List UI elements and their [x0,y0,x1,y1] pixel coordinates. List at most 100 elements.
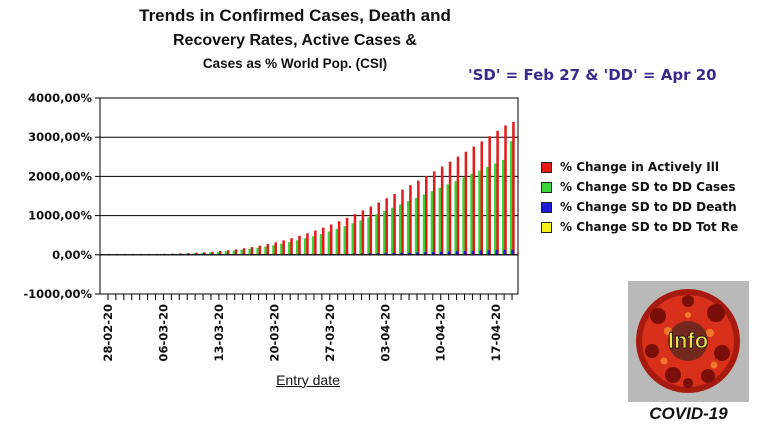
bar-change-sd-to-dd-death [424,252,427,255]
bar-change-sd-to-dd-death [360,253,364,255]
bar-change-in-actively-ill [203,252,206,255]
bar-change-sd-to-dd-cases [501,159,505,255]
legend-item-tot-re: % Change SD to DD Tot Re [541,217,738,237]
bar-change-sd-to-dd-cases [303,238,307,255]
bar-change-sd-to-dd-cases [486,167,489,255]
bar-change-sd-to-dd-death [392,253,395,255]
bar-change-sd-to-dd-cases [446,184,450,255]
bar-change-sd-to-dd-death [455,251,459,255]
bar-change-sd-to-dd-cases [200,252,204,255]
bar-change-sd-to-dd-death [495,250,498,255]
bar-change-sd-to-dd-death [384,253,388,255]
virus-icon: Info [636,289,740,393]
bar-change-sd-to-dd-cases [224,251,228,255]
bar-change-in-actively-ill [417,180,420,255]
bar-change-in-actively-ill [234,249,238,255]
bar-change-in-actively-ill [250,247,254,255]
bar-change-sd-to-dd-cases [232,250,236,255]
chart-title-line-2: Recovery Rates, Active Cases & [173,32,417,49]
y-tick-label: -1000,00% [23,287,92,301]
bar-change-in-actively-ill [290,238,293,255]
bar-change-in-actively-ill [298,235,301,255]
legend-item-death: % Change SD to DD Death [541,197,738,217]
date-definition-note: 'SD' = Feb 27 & 'DD' = Apr 20 [468,66,717,84]
bar-change-sd-to-dd-cases [335,228,339,255]
legend-label: % Change in Actively Ill [560,160,719,174]
bar-change-in-actively-ill [258,245,262,255]
legend-item-actively-ill: % Change in Actively Ill [541,157,738,177]
bar-change-sd-to-dd-death [416,252,419,255]
x-tick-label: 27-03-20 [323,304,337,362]
bar-change-sd-to-dd-death [368,253,372,255]
bar-change-sd-to-dd-cases [240,249,244,255]
bar-change-in-actively-ill [377,202,381,255]
bar-change-in-actively-ill [314,230,317,255]
legend-swatch [541,201,552,213]
y-tick-label: 2000,00% [28,169,92,183]
bar-change-in-actively-ill [480,141,484,255]
bar-change-sd-to-dd-cases [311,236,315,255]
bar-change-sd-to-dd-death [471,250,475,255]
bar-change-sd-to-dd-cases [478,170,481,255]
bar-change-sd-to-dd-cases [288,242,291,255]
covid-info-logo[interactable]: Info [628,281,749,402]
bar-change-sd-to-dd-cases [256,247,259,255]
chart-legend: % Change in Actively Ill % Change SD to … [541,157,738,237]
chart-title-line-3: Cases as % World Pop. (CSI) [202,56,388,71]
bar-change-sd-to-dd-cases [430,191,434,255]
legend-swatch [541,221,552,233]
bar-change-in-actively-ill [219,250,222,255]
bar-change-sd-to-dd-cases [272,245,275,255]
bar-change-sd-to-dd-cases [208,252,212,255]
bar-change-in-actively-ill [512,121,515,255]
bar-change-sd-to-dd-cases [327,231,331,255]
bar-change-in-actively-ill [393,194,396,255]
bar-change-sd-to-dd-cases [248,248,251,255]
bar-change-sd-to-dd-cases [406,201,410,255]
bar-change-sd-to-dd-cases [462,177,465,255]
bar-change-sd-to-dd-cases [216,251,220,255]
bar-change-sd-to-dd-cases [509,141,513,255]
legend-swatch [541,181,552,193]
x-tick-label: 17-04-20 [489,304,503,362]
y-tick-label: 0,00% [52,248,92,262]
x-tick-label: 06-03-20 [156,304,170,362]
bar-change-in-actively-ill [242,248,246,255]
bar-change-in-actively-ill [337,221,341,255]
x-tick-label: 10-04-20 [434,304,448,362]
bar-change-sd-to-dd-cases [398,204,402,255]
bar-change-in-actively-ill [409,185,412,255]
bar-change-sd-to-dd-death [439,251,443,255]
bar-change-in-actively-ill [440,166,444,255]
bar-change-in-actively-ill [187,253,190,255]
bar-change-sd-to-dd-cases [470,174,473,255]
x-tick-label: 28-02-20 [101,304,115,362]
bar-change-in-actively-ill [448,161,452,255]
bar-change-sd-to-dd-cases [367,217,370,255]
bar-change-in-actively-ill [353,214,357,255]
bar-change-sd-to-dd-cases [280,243,283,255]
bar-change-in-actively-ill [266,244,270,255]
bar-change-in-actively-ill [401,189,404,255]
bar-change-in-actively-ill [464,151,468,255]
bar-change-sd-to-dd-cases [359,220,362,255]
bar-change-in-actively-ill [456,156,460,255]
bar-change-in-actively-ill [306,233,309,255]
bar-change-in-actively-ill [282,240,285,255]
bar-change-sd-to-dd-cases [351,223,354,255]
chart-title-line-1: Trends in Confirmed Cases, Death and [139,6,451,25]
bar-change-sd-to-dd-cases [375,214,378,255]
legend-label: % Change SD to DD Death [560,200,737,214]
y-tick-label: 4000,00% [28,91,92,105]
bar-change-sd-to-dd-death [408,252,411,255]
y-tick-label: 1000,00% [28,209,92,223]
logo-text: Info [668,328,708,353]
bar-change-sd-to-dd-cases [343,226,347,255]
bar-change-in-actively-ill [369,206,373,255]
bar-change-sd-to-dd-death [447,251,451,255]
bar-change-sd-to-dd-death [376,253,380,255]
x-tick-label: 20-03-20 [267,304,281,362]
bar-change-sd-to-dd-cases [264,246,267,255]
bar-change-sd-to-dd-cases [391,207,394,255]
bar-change-in-actively-ill [211,251,214,255]
